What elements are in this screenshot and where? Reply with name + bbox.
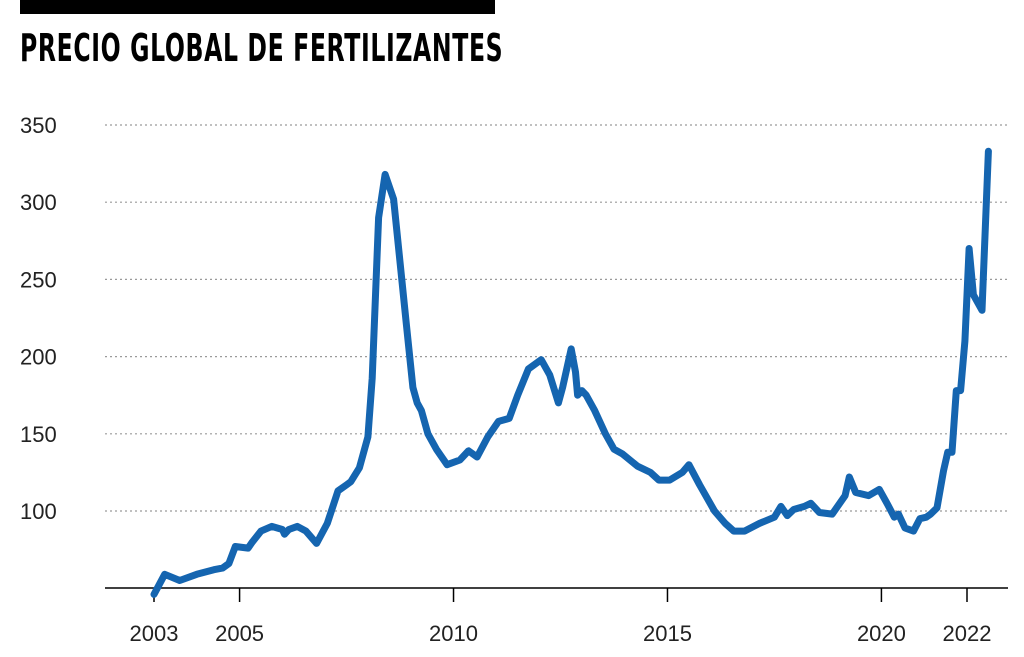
y-tick-label: 300 xyxy=(20,190,57,215)
gridlines xyxy=(105,124,1008,512)
x-tick-label: 2005 xyxy=(215,621,264,646)
x-tick-label: 2010 xyxy=(429,621,478,646)
x-tick-label: 2003 xyxy=(130,621,179,646)
x-axis-ticks xyxy=(153,588,968,602)
x-axis-tick-labels: 2003 2005 2010 2015 2020 2022 xyxy=(130,621,992,646)
y-tick-label: 350 xyxy=(20,113,57,138)
x-tick-label: 2022 xyxy=(943,621,992,646)
y-tick-label: 250 xyxy=(20,267,57,292)
x-tick-label: 2015 xyxy=(643,621,692,646)
header-bar xyxy=(20,0,495,14)
y-axis-tick-labels: 350 300 250 200 150 100 xyxy=(20,113,57,524)
y-tick-label: 150 xyxy=(20,422,57,447)
x-tick-label: 2020 xyxy=(857,621,906,646)
y-tick-label: 100 xyxy=(20,499,57,524)
y-tick-label: 200 xyxy=(20,345,57,370)
fertilizer-price-line xyxy=(150,147,992,598)
chart-title: PRECIO GLOBAL DE FERTILIZANTES xyxy=(20,26,504,70)
